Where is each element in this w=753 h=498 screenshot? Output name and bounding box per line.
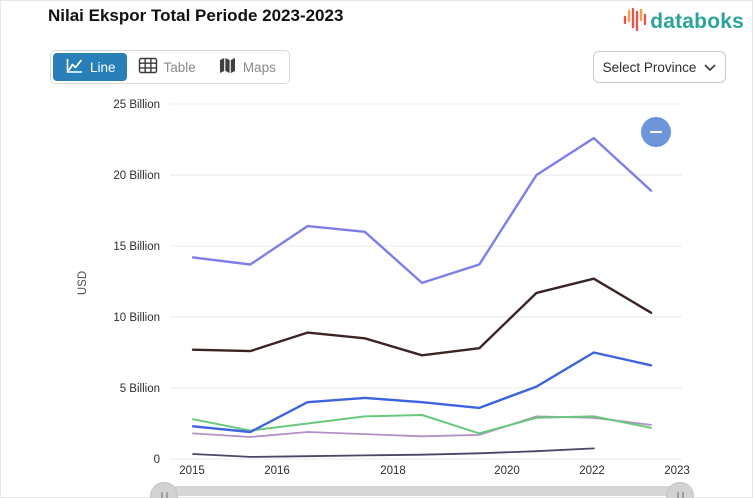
range-right-handle[interactable] xyxy=(666,482,694,498)
svg-text:USD: USD xyxy=(77,271,89,295)
tab-line-label: Line xyxy=(90,59,116,75)
grip-handle-icon xyxy=(165,492,168,498)
chart-view-tabs: Line Table Maps xyxy=(50,50,290,84)
grip-handle-icon xyxy=(160,492,163,498)
table-grid-icon xyxy=(138,57,158,77)
grip-handle-icon xyxy=(676,492,679,498)
brand-name: databoks xyxy=(650,9,744,33)
svg-text:10 Billion: 10 Billion xyxy=(113,312,160,324)
svg-text:2015: 2015 xyxy=(179,465,205,477)
svg-text:20 Billion: 20 Billion xyxy=(113,170,160,182)
svg-text:2022: 2022 xyxy=(579,465,605,477)
svg-text:5 Billion: 5 Billion xyxy=(120,383,160,395)
databoks-pulse-icon xyxy=(623,6,647,37)
minus-icon xyxy=(650,131,662,133)
tab-maps[interactable]: Maps xyxy=(207,53,287,81)
tab-table-label: Table xyxy=(163,59,196,75)
chevron-down-icon xyxy=(704,60,716,75)
databoks-logo: databoks xyxy=(623,6,744,37)
chart-range-scrollbar[interactable] xyxy=(160,486,686,496)
line-chart-icon xyxy=(64,57,84,78)
province-select-label: Select Province xyxy=(602,59,697,75)
folded-map-icon xyxy=(218,57,237,77)
svg-text:2023: 2023 xyxy=(664,465,690,477)
svg-text:25 Billion: 25 Billion xyxy=(113,99,160,111)
tab-line[interactable]: Line xyxy=(53,53,127,81)
range-left-handle[interactable] xyxy=(150,482,178,498)
svg-text:2020: 2020 xyxy=(494,465,520,477)
svg-text:2018: 2018 xyxy=(380,465,406,477)
tab-maps-label: Maps xyxy=(242,59,276,75)
svg-text:15 Billion: 15 Billion xyxy=(113,241,160,253)
zoom-out-button[interactable] xyxy=(641,117,671,147)
grip-handle-icon xyxy=(681,492,684,498)
svg-text:0: 0 xyxy=(154,454,160,466)
page-title: Nilai Ekspor Total Periode 2023-2023 xyxy=(48,6,344,25)
svg-text:2016: 2016 xyxy=(264,465,290,477)
tab-table[interactable]: Table xyxy=(127,53,207,81)
province-select-dropdown[interactable]: Select Province xyxy=(593,51,726,83)
